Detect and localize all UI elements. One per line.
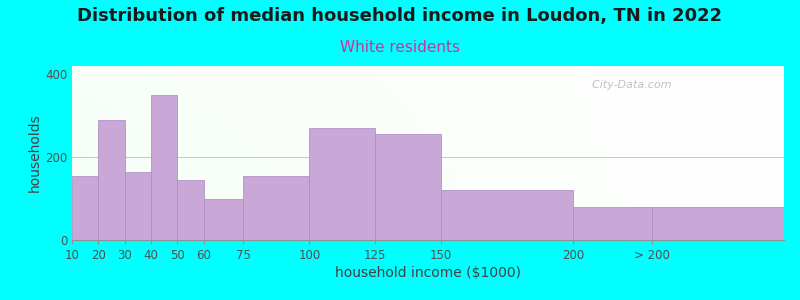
Bar	[573, 207, 652, 240]
Bar	[72, 176, 98, 240]
Bar	[652, 207, 784, 240]
Bar	[178, 180, 204, 240]
Text: White residents: White residents	[340, 40, 460, 56]
Y-axis label: households: households	[28, 114, 42, 192]
X-axis label: household income ($1000): household income ($1000)	[335, 266, 521, 280]
Text: Distribution of median household income in Loudon, TN in 2022: Distribution of median household income …	[78, 8, 722, 26]
Bar	[204, 199, 243, 240]
Bar	[441, 190, 573, 240]
Bar	[243, 176, 310, 240]
Text: City-Data.com: City-Data.com	[585, 80, 671, 90]
Bar	[98, 120, 125, 240]
Bar	[151, 95, 178, 240]
Bar	[125, 172, 151, 240]
Bar	[310, 128, 375, 240]
Bar	[375, 134, 441, 240]
